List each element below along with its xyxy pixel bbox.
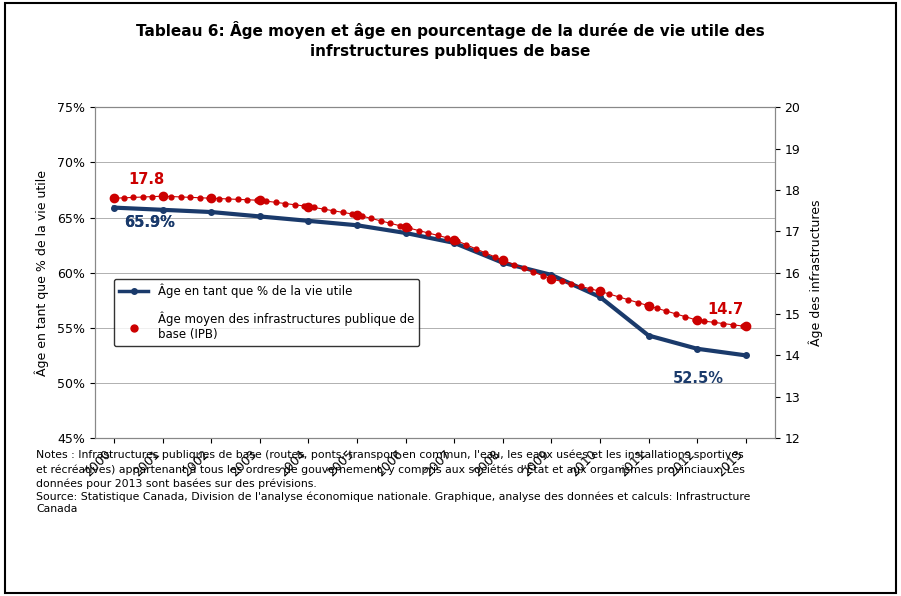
Text: Tableau 6: Âge moyen et âge en pourcentage de la durée de vie utile des
infrstru: Tableau 6: Âge moyen et âge en pourcenta…: [136, 21, 765, 58]
Legend: Âge en tant que % de la vie utile, Âge moyen des infrastructures publique de
bas: Âge en tant que % de la vie utile, Âge m…: [114, 278, 419, 346]
Text: 52.5%: 52.5%: [673, 371, 724, 386]
Text: 65.9%: 65.9%: [123, 216, 175, 231]
Text: Notes : Infrastructures publiques de base (routes, ponts, transport en commun, l: Notes : Infrastructures publiques de bas…: [36, 450, 751, 514]
Text: 14.7: 14.7: [706, 302, 743, 317]
Y-axis label: Âge des infrastructures: Âge des infrastructures: [809, 200, 824, 346]
Text: 17.8: 17.8: [129, 172, 165, 187]
Y-axis label: Âge en tant que % de la vie utile: Âge en tant que % de la vie utile: [34, 170, 49, 375]
Text: 65.9%: 65.9%: [123, 216, 175, 231]
